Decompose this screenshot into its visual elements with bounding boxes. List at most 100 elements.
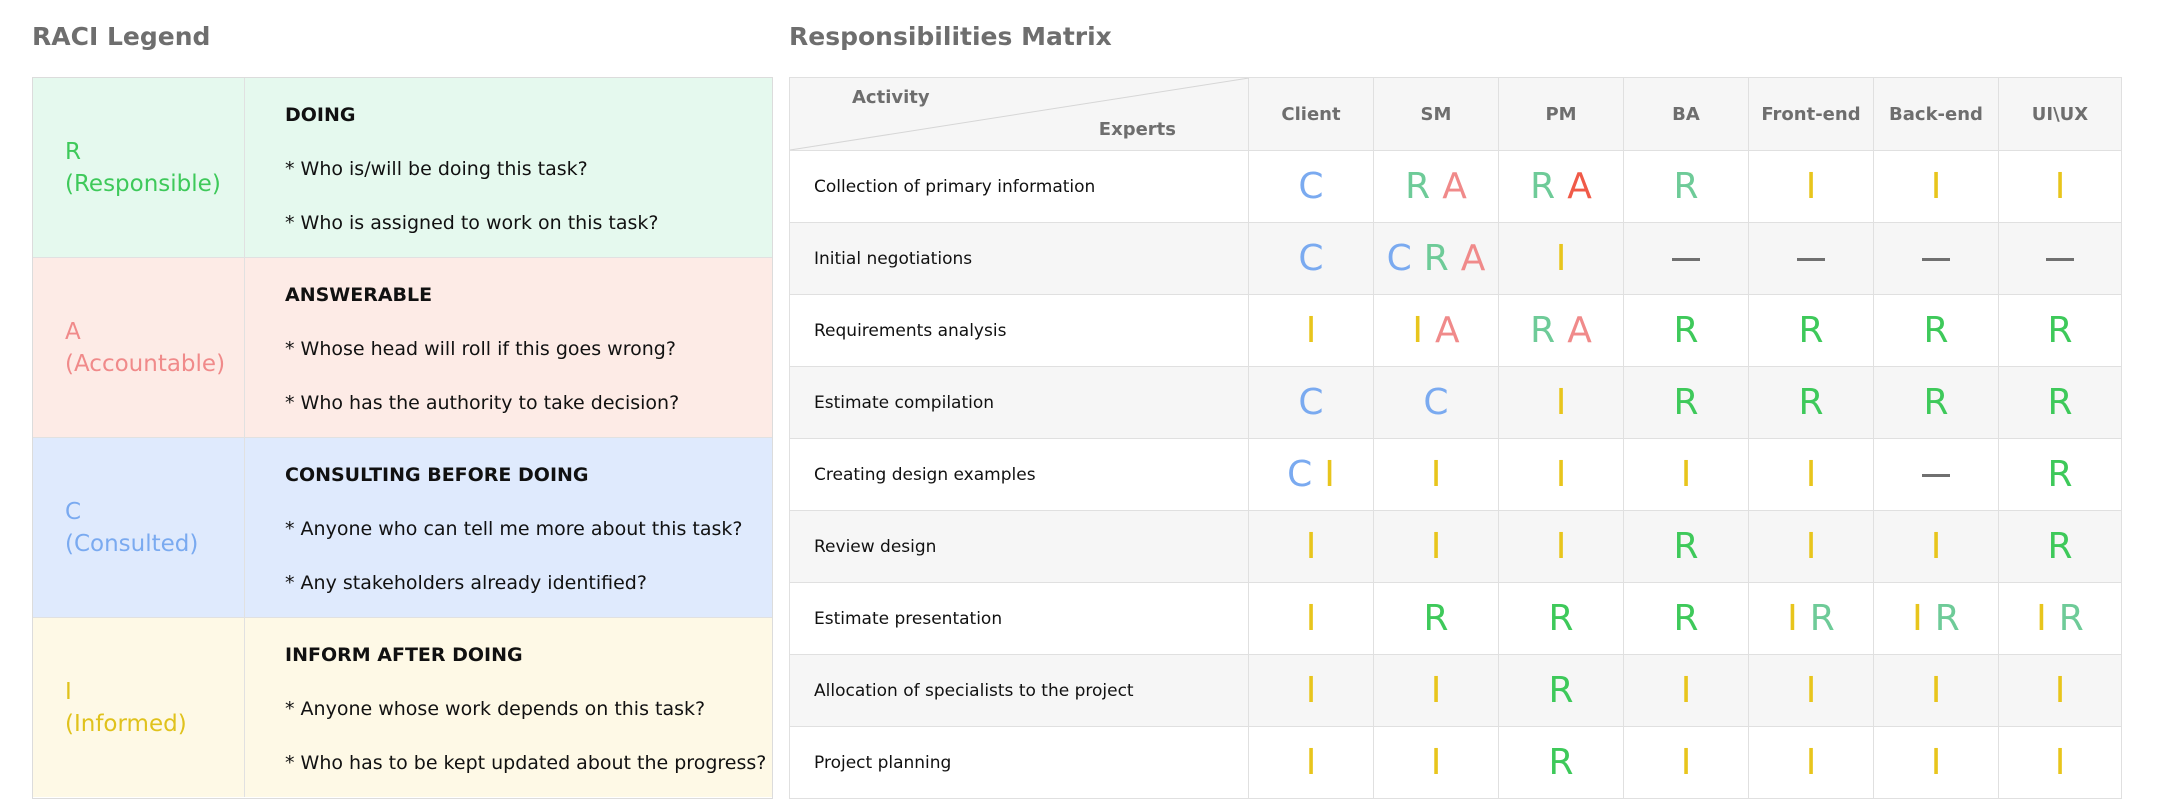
raci-cell: C	[1248, 222, 1374, 295]
activity-name: Requirements analysis	[789, 294, 1249, 367]
raci-letters: I	[1425, 670, 1448, 711]
activity-name: Collection of primary information	[789, 150, 1249, 223]
raci-letter: R	[1809, 597, 1835, 639]
raci-letter: R	[1548, 597, 1574, 639]
raci-letter: I	[1555, 237, 1567, 279]
raci-cell: I	[1748, 726, 1874, 799]
raci-letters: I	[1425, 454, 1448, 495]
raci-letter: R	[1934, 597, 1960, 639]
raci-letters: R	[1417, 598, 1454, 639]
raci-letter: R	[1548, 741, 1574, 783]
raci-letter: R	[2047, 453, 2073, 495]
raci-letters: I	[1800, 526, 1823, 567]
raci-letter: I	[1930, 525, 1942, 567]
raci-letter: A	[1567, 309, 1592, 351]
raci-letter: C	[1298, 237, 1324, 279]
raci-letters: I	[1300, 310, 1323, 351]
raci-letters: R	[1667, 382, 1704, 423]
matrix-body: Collection of primary information C R A R A R I…	[789, 150, 2122, 799]
raci-letter: I	[1805, 165, 1817, 207]
raci-letters: I	[1800, 454, 1823, 495]
expert-header: BA	[1623, 77, 1749, 151]
raci-letter: A	[1442, 165, 1467, 207]
legend-heading: ANSWERABLE	[285, 284, 433, 306]
raci-letters: I	[1675, 742, 1698, 783]
legend-row: I (Informed) INFORM AFTER DOING * Anyone wh…	[33, 618, 772, 797]
raci-letters: I	[1300, 598, 1323, 639]
raci-letter: R	[1423, 237, 1449, 279]
table-row: Collection of primary information C R A R A R I…	[789, 150, 2122, 223]
raci-letters: I	[1550, 382, 1573, 423]
experts-header-label: Experts	[1098, 119, 1176, 140]
raci-cell: R	[1623, 294, 1749, 367]
raci-letter: I	[1430, 741, 1442, 783]
raci-cell: I	[1373, 654, 1499, 727]
raci-letters	[1922, 454, 1950, 495]
raci-legend: R (Responsible) DOING * Who is/will be doin…	[32, 77, 773, 799]
table-row: Estimate compilation C C I R R R R	[789, 366, 2122, 439]
not-involved-dash	[1797, 258, 1825, 261]
legend-key-name: (Responsible)	[65, 170, 221, 197]
raci-letters: I	[1300, 742, 1323, 783]
raci-letters: R	[1667, 166, 1704, 207]
expert-header: UI\UX	[1998, 77, 2122, 151]
raci-letters: R	[1792, 382, 1829, 423]
raci-letter: I	[1912, 597, 1923, 639]
raci-letter: I	[1787, 597, 1798, 639]
raci-letter: I	[2054, 741, 2066, 783]
raci-cell: R	[1873, 294, 1999, 367]
raci-letter: I	[2054, 165, 2066, 207]
legend-heading: DOING	[285, 104, 356, 126]
raci-letter: I	[1412, 309, 1423, 351]
raci-letter: I	[1305, 525, 1317, 567]
raci-cell: I	[1873, 726, 1999, 799]
activity-name: Estimate presentation	[789, 582, 1249, 655]
raci-letters: I	[1550, 238, 1573, 279]
raci-letter: A	[1434, 309, 1460, 351]
raci-letter: I	[1555, 525, 1567, 567]
raci-cell: I	[1373, 438, 1499, 511]
legend-key-letter: I	[65, 678, 72, 705]
raci-cell: R	[1623, 150, 1749, 223]
legend-description: CONSULTING BEFORE DOING * Anyone who can …	[245, 438, 772, 617]
raci-letter: C	[1298, 381, 1324, 423]
raci-letter: I	[2036, 597, 2047, 639]
raci-letter: I	[1555, 453, 1567, 495]
raci-cell: I	[1748, 510, 1874, 583]
raci-letter: R	[2047, 381, 2073, 423]
not-involved-dash	[2046, 258, 2074, 261]
raci-letter: I	[1805, 741, 1817, 783]
raci-letter: R	[1798, 381, 1824, 423]
raci-letters: C	[1292, 382, 1329, 423]
raci-cell: R	[1623, 582, 1749, 655]
raci-letters: R	[1542, 670, 1579, 711]
raci-letter: I	[1680, 453, 1692, 495]
raci-letters: R	[1917, 382, 1954, 423]
table-row: Review design I I I R I I R	[789, 510, 2122, 583]
raci-letters: I	[1925, 742, 1948, 783]
legend-key-letter: R	[65, 138, 81, 165]
raci-letters: I	[1800, 166, 1823, 207]
legend-row: C (Consulted) CONSULTING BEFORE DOING * Any…	[33, 438, 772, 618]
raci-letter: I	[1680, 669, 1692, 711]
raci-letters: R	[1792, 310, 1829, 351]
raci-letters: R	[1542, 598, 1579, 639]
raci-letters: I	[1800, 670, 1823, 711]
legend-row: A (Accountable) ANSWERABLE * Whose head wil…	[33, 258, 772, 438]
raci-cell: I	[1998, 654, 2122, 727]
activity-name: Review design	[789, 510, 1249, 583]
raci-letter: I	[2054, 669, 2066, 711]
raci-letters: I	[1675, 670, 1698, 711]
raci-letters: C	[1292, 166, 1329, 207]
raci-letter: R	[2058, 597, 2084, 639]
raci-cell	[1748, 222, 1874, 295]
raci-letter: R	[1530, 165, 1556, 207]
activity-name: Estimate compilation	[789, 366, 1249, 439]
raci-letters: I	[1425, 742, 1448, 783]
activity-name: Allocation of specialists to the project	[789, 654, 1249, 727]
